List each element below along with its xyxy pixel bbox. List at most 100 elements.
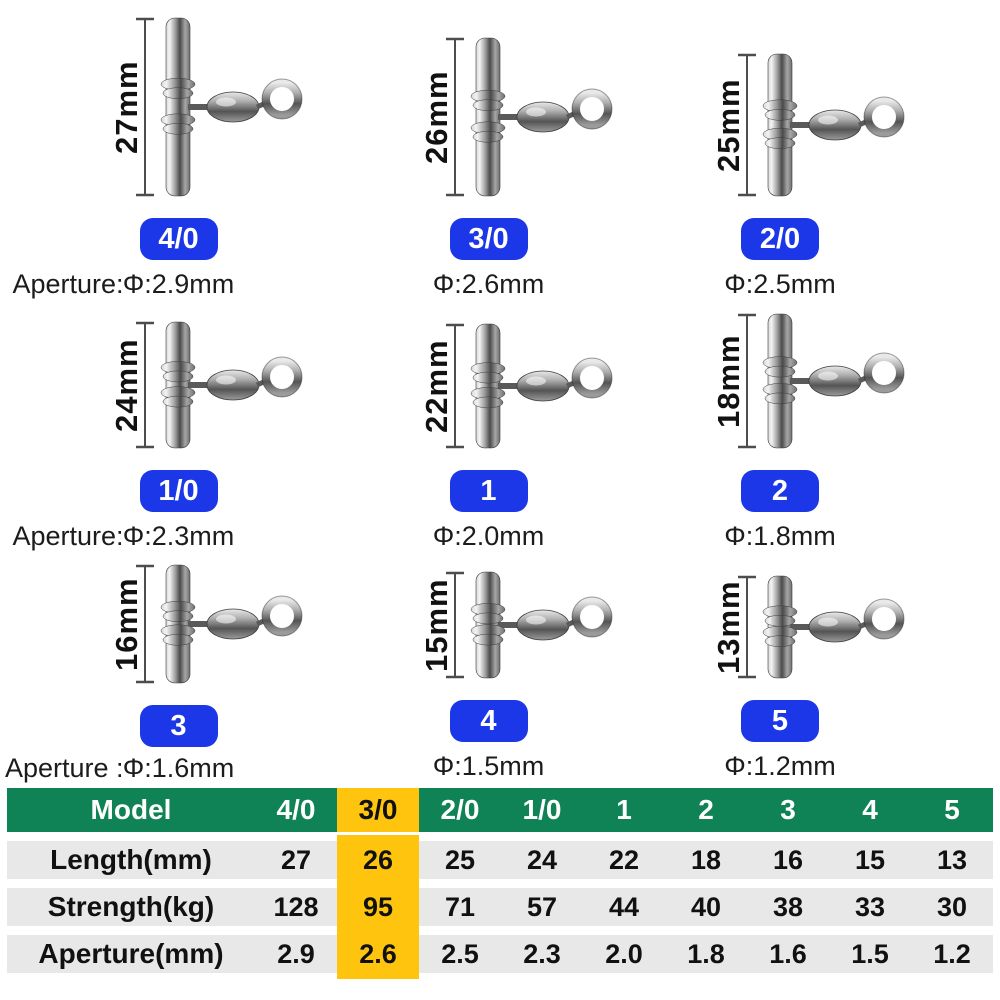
- swivel-image: [115, 310, 330, 460]
- spec-value-cell: 30: [911, 888, 993, 926]
- model-badge: 5: [741, 700, 819, 742]
- spec-value-cell: 27: [255, 841, 337, 879]
- spec-value-cell: 2.5: [419, 935, 501, 973]
- swivel-figure: 24mm: [109, 310, 330, 460]
- aperture-line: Φ:1.8mm: [620, 518, 940, 554]
- spec-value-cell: 18: [665, 841, 747, 879]
- model-badge: 1/0: [139, 470, 218, 512]
- model-column-header: 2: [665, 788, 747, 832]
- model-column-header: 1/0: [501, 788, 583, 832]
- spec-value-cell-highlighted: 26: [337, 841, 419, 879]
- model-badge: 2/0: [741, 218, 819, 260]
- swivel-image: [425, 312, 640, 460]
- aperture-label: Aperture:: [12, 268, 124, 299]
- spec-table: Model 4/0 3/0 2/0 1/0 1 2 3 4 5 Length(m…: [7, 788, 993, 973]
- spec-value-cell: 1.8: [665, 935, 747, 973]
- spec-value-cell: 71: [419, 888, 501, 926]
- product-cell: 15mm 4 Φ:1.5mm: [357, 554, 620, 784]
- model-column-header: 5: [911, 788, 993, 832]
- aperture-value: Φ:2.5mm: [724, 268, 836, 299]
- aperture-value: Φ:1.6mm: [122, 753, 235, 783]
- size-label: 24mm: [109, 338, 144, 432]
- swivel-image: [717, 42, 932, 208]
- spec-value-cell-highlighted: 2.6: [337, 935, 419, 973]
- spec-value-cell: 13: [911, 841, 993, 879]
- product-cell: 24mm 1/0 Aperture: Φ:2.3mm: [0, 302, 357, 554]
- aperture-value: Φ:2.0mm: [432, 520, 545, 551]
- spec-value-cell: 1.6: [747, 935, 829, 973]
- aperture-line: Φ:2.6mm: [357, 266, 620, 302]
- swivel-image: [717, 564, 932, 690]
- aperture-line: Φ:2.0mm: [357, 518, 620, 554]
- aperture-line: Φ:1.2mm: [620, 748, 940, 784]
- product-cell: 22mm 1 Φ:2.0mm: [357, 302, 620, 554]
- spec-value-cell: 16: [747, 841, 829, 879]
- product-cell: 26mm 3/0 Φ:2.6mm: [357, 6, 620, 302]
- model-badge: 3/0: [449, 218, 528, 260]
- model-badge: 1: [449, 470, 528, 512]
- aperture-line: Aperture: Φ:2.9mm: [0, 266, 357, 302]
- aperture-label: Aperture :: [4, 753, 124, 783]
- aperture-value: Φ:2.3mm: [122, 520, 235, 551]
- model-column-header-highlighted: 3/0: [337, 788, 419, 832]
- swivel-figure: 15mm: [419, 560, 640, 690]
- size-label: 27mm: [109, 60, 144, 154]
- aperture-value: Φ:1.2mm: [724, 750, 836, 781]
- swivel-image: [425, 26, 640, 208]
- row-label: Strength(kg): [7, 888, 255, 926]
- aperture-line: Φ:1.5mm: [357, 748, 620, 784]
- spec-value-cell: 2.9: [255, 935, 337, 973]
- spec-value-cell: 1.5: [829, 935, 911, 973]
- aperture-value: Φ:2.9mm: [122, 268, 235, 299]
- aperture-value: Φ:1.5mm: [432, 750, 545, 781]
- swivel-figure: 18mm: [711, 302, 932, 460]
- product-cell: 13mm 5 Φ:1.2mm: [620, 554, 940, 784]
- model-column-header: 1: [583, 788, 665, 832]
- spec-value-cell: 2.3: [501, 935, 583, 973]
- model-badge: 4: [449, 700, 528, 742]
- product-cell: 18mm 2 Φ:1.8mm: [620, 302, 940, 554]
- product-cell: 25mm 2/0 Φ:2.5mm: [620, 6, 940, 302]
- spec-value-cell-highlighted: 95: [337, 888, 419, 926]
- aperture-value: Φ:1.8mm: [724, 520, 836, 551]
- spec-value-cell: 128: [255, 888, 337, 926]
- swivel-figure: 22mm: [419, 312, 640, 460]
- size-label: 18mm: [710, 334, 746, 428]
- spec-value-cell: 44: [583, 888, 665, 926]
- swivel-figure: 25mm: [711, 42, 932, 208]
- aperture-line: Aperture: Φ:2.3mm: [0, 518, 357, 554]
- model-column-header: 4/0: [255, 788, 337, 832]
- size-label: 26mm: [419, 70, 454, 164]
- swivel-figure: 26mm: [419, 26, 640, 208]
- swivel-image: [717, 302, 932, 460]
- row-label: Aperture(mm): [7, 935, 255, 973]
- row-label: Length(mm): [7, 841, 255, 879]
- spec-value-cell: 33: [829, 888, 911, 926]
- swivel-figure: 16mm: [109, 553, 330, 695]
- spec-value-cell: 57: [501, 888, 583, 926]
- size-label: 13mm: [710, 580, 746, 674]
- product-cell: 16mm 3 Aperture : Φ:1.6mm: [0, 554, 357, 784]
- spec-value-cell: 1.2: [911, 935, 993, 973]
- model-badge: 4/0: [139, 218, 218, 260]
- spec-value-cell: 2.0: [583, 935, 665, 973]
- spec-value-cell: 40: [665, 888, 747, 926]
- product-grid: 27mm 4/0 Aperture: Φ:2.9mm 26mm: [0, 6, 940, 784]
- swivel-figure: 13mm: [711, 564, 932, 690]
- product-cell: 27mm 4/0 Aperture: Φ:2.9mm: [0, 6, 357, 302]
- size-label: 22mm: [419, 339, 454, 433]
- model-badge: 2: [741, 470, 819, 512]
- model-column-header: 3: [747, 788, 829, 832]
- swivel-image: [115, 553, 330, 695]
- aperture-value: Φ:2.6mm: [432, 268, 545, 299]
- size-label: 25mm: [710, 78, 746, 172]
- spec-value-cell: 22: [583, 841, 665, 879]
- aperture-line: Aperture : Φ:1.6mm: [0, 753, 357, 784]
- aperture-line: Φ:2.5mm: [620, 266, 940, 302]
- swivel-figure: 27mm: [109, 6, 330, 208]
- spec-value-cell: 38: [747, 888, 829, 926]
- model-badge: 3: [139, 705, 218, 747]
- swivel-image: [115, 6, 330, 208]
- spec-value-cell: 25: [419, 841, 501, 879]
- model-header-cell: Model: [7, 788, 255, 832]
